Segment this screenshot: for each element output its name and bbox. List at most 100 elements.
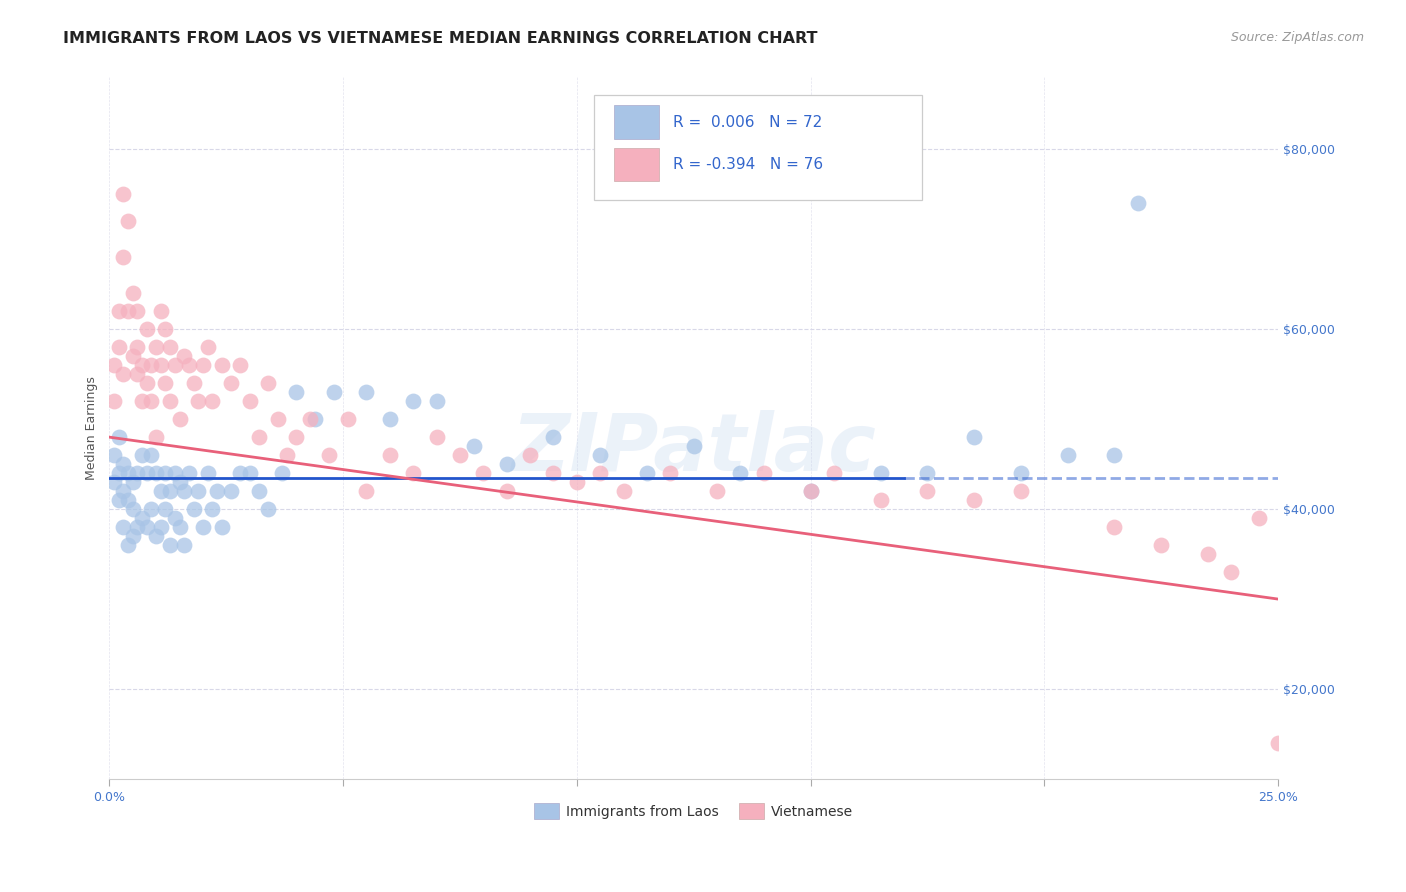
Y-axis label: Median Earnings: Median Earnings (86, 376, 98, 480)
Point (173, 484, 195, 499)
Point (495, 484, 517, 499)
Point (706, 484, 728, 499)
Point (463, 439, 485, 453)
Point (197, 466, 219, 480)
Point (1267, 736, 1289, 750)
Point (145, 340, 167, 354)
Point (141, 394, 163, 409)
Point (495, 457, 517, 471)
Point (239, 466, 262, 480)
Point (799, 484, 821, 499)
Point (112, 250, 135, 264)
Point (135, 322, 157, 336)
Text: R =  0.006   N = 72: R = 0.006 N = 72 (672, 115, 823, 130)
Point (121, 286, 143, 301)
Point (135, 520, 157, 534)
Point (257, 376, 280, 391)
Point (636, 466, 658, 480)
Point (135, 376, 157, 391)
Point (1010, 484, 1032, 499)
Point (155, 376, 177, 391)
Point (112, 187, 135, 202)
Point (197, 340, 219, 354)
Point (155, 322, 177, 336)
Point (1010, 466, 1032, 480)
Point (141, 502, 163, 516)
Point (103, 448, 125, 462)
Point (183, 502, 205, 516)
Point (145, 529, 167, 543)
Point (121, 349, 143, 363)
Point (127, 304, 149, 318)
Text: R = -0.394   N = 76: R = -0.394 N = 76 (672, 157, 823, 172)
Point (356, 385, 378, 400)
Point (378, 448, 401, 462)
Point (543, 466, 565, 480)
Point (426, 394, 449, 409)
Point (378, 412, 401, 426)
Text: IMMIGRANTS FROM LAOS VS VIETNAMESE MEDIAN EARNINGS CORRELATION CHART: IMMIGRANTS FROM LAOS VS VIETNAMESE MEDIA… (63, 31, 818, 46)
Point (402, 466, 425, 480)
Point (205, 484, 228, 499)
Point (117, 304, 139, 318)
Point (869, 466, 891, 480)
Point (173, 349, 195, 363)
Point (917, 466, 939, 480)
Point (285, 385, 308, 400)
Point (963, 430, 986, 444)
Point (247, 484, 270, 499)
Point (117, 466, 139, 480)
Point (426, 430, 449, 444)
Point (159, 340, 181, 354)
Point (201, 502, 224, 516)
Point (191, 358, 214, 372)
Text: ZIPatlас: ZIPatlас (512, 410, 876, 488)
Point (155, 466, 177, 480)
Point (472, 466, 495, 480)
Point (149, 304, 172, 318)
Point (145, 430, 167, 444)
Point (169, 475, 191, 490)
Point (121, 529, 143, 543)
Point (141, 358, 163, 372)
Point (1126, 196, 1149, 211)
Point (211, 520, 233, 534)
Point (107, 493, 129, 508)
Point (285, 430, 308, 444)
Point (117, 538, 139, 552)
Point (823, 466, 845, 480)
Point (356, 484, 378, 499)
Point (131, 448, 153, 462)
Legend: Immigrants from Laos, Vietnamese: Immigrants from Laos, Vietnamese (529, 797, 859, 824)
Point (229, 358, 252, 372)
Point (299, 412, 322, 426)
Point (229, 466, 252, 480)
FancyBboxPatch shape (595, 95, 921, 200)
Point (402, 394, 425, 409)
Point (149, 358, 172, 372)
Point (336, 412, 359, 426)
Point (219, 484, 242, 499)
Point (239, 394, 262, 409)
Point (112, 457, 135, 471)
Point (543, 430, 565, 444)
Point (135, 466, 157, 480)
Point (149, 484, 172, 499)
Point (257, 502, 280, 516)
Point (266, 412, 288, 426)
Point (131, 394, 153, 409)
Point (149, 520, 172, 534)
Point (187, 394, 209, 409)
Point (112, 368, 135, 382)
Point (752, 466, 775, 480)
Point (117, 214, 139, 228)
Point (271, 466, 294, 480)
Point (211, 358, 233, 372)
Point (322, 385, 344, 400)
Point (163, 466, 186, 480)
Point (1104, 448, 1126, 462)
Point (127, 520, 149, 534)
Point (163, 511, 186, 525)
Point (1220, 565, 1243, 579)
Point (121, 502, 143, 516)
